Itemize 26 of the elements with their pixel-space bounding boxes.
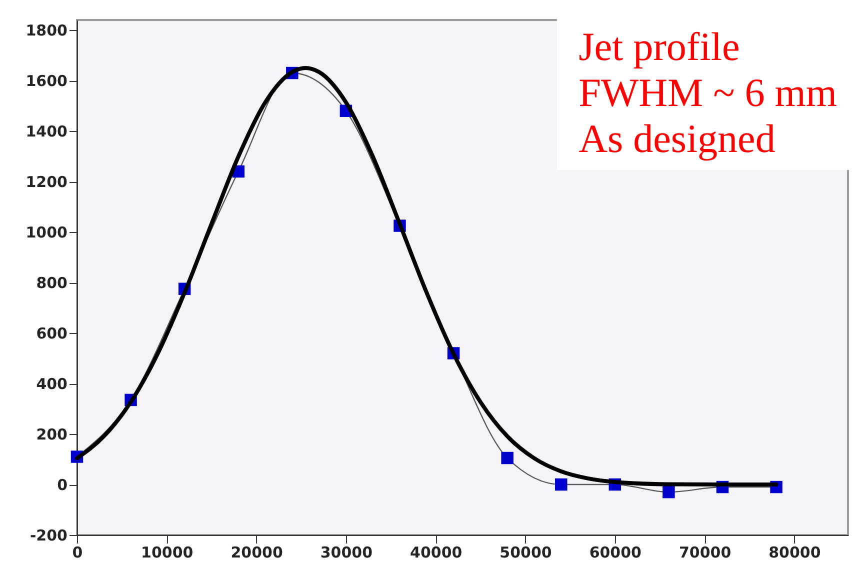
x-tick-label: 80000 — [768, 544, 821, 562]
point — [554, 478, 568, 491]
annotation: As designed — [578, 116, 776, 162]
x-tick-label: 20000 — [230, 544, 283, 562]
y-tick-label: 1800 — [26, 22, 68, 40]
point — [501, 452, 514, 464]
x-tick-label: 70000 — [678, 544, 732, 562]
y-tick-label: 600 — [36, 324, 68, 343]
x-tick-label: 10000 — [141, 544, 194, 562]
y-tick-label: 400 — [36, 375, 68, 394]
y-tick-label: 1600 — [26, 72, 68, 90]
annotation: FWHM ~ 6 mm — [578, 70, 837, 116]
y-tick-label: 200 — [36, 426, 68, 444]
x-tick-label: 30000 — [320, 544, 373, 562]
y-tick-label: 800 — [36, 274, 68, 292]
annotation: Jet profile — [578, 24, 741, 70]
x-tick-label: 60000 — [589, 544, 642, 562]
x-tick-label: 0 — [72, 544, 83, 562]
x-tick-label: 40000 — [410, 544, 462, 562]
y-tick-label: -200 — [30, 526, 68, 544]
x-tick-label: 50000 — [500, 544, 552, 562]
y-tick-label: 0 — [57, 476, 68, 494]
y-tick-label: 1000 — [26, 224, 68, 242]
point — [662, 486, 675, 498]
y-tick-label: 1400 — [26, 122, 68, 141]
y-tick-label: 1200 — [26, 173, 68, 192]
